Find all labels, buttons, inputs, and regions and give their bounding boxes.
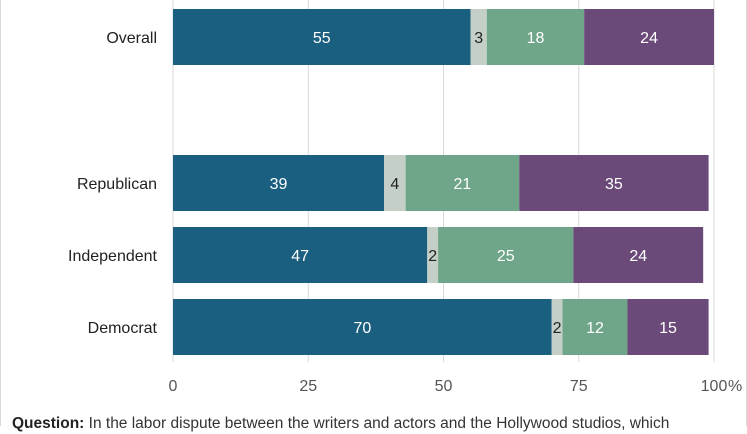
x-tick-label: 75 [570,378,588,395]
category-label: Overall [106,30,157,47]
question-footnote: Question: In the labor dispute between t… [12,414,742,434]
bar-segment [173,299,552,355]
data-label: 15 [659,320,677,337]
data-label: 18 [527,30,545,47]
data-label: 2 [553,320,562,337]
question-text: In the labor dispute between the writers… [84,415,670,432]
question-label: Question: [12,415,85,432]
category-label: Independent [68,248,158,265]
category-label: Democrat [88,320,158,337]
data-label: 25 [497,248,515,265]
category-label: Republican [77,176,157,193]
bar-segment [627,299,709,355]
data-label: 70 [353,320,371,337]
bar-segment [173,155,384,211]
bar-segment [438,227,574,283]
bar-segment [573,227,704,283]
bar-segment [551,299,563,355]
bar-segment [173,9,471,65]
bar-segment [383,155,406,211]
x-tick-label: 100 [701,378,728,395]
bar-segment [519,155,709,211]
bar-segment [470,9,487,65]
bar-segment [405,155,520,211]
data-label: 4 [390,176,399,193]
bar-segment [427,227,439,283]
x-unit-label: % [728,378,742,395]
data-label: 47 [291,248,309,265]
data-label: 2 [428,248,437,265]
bar-segment [562,299,628,355]
x-tick-label: 25 [299,378,317,395]
data-label: 3 [474,30,483,47]
bar-segment [584,9,714,65]
x-tick-label: 0 [169,378,178,395]
x-tick-label: 50 [435,378,453,395]
bar-segment [486,9,585,65]
data-label: 24 [640,30,658,47]
data-label: 24 [629,248,647,265]
data-label: 12 [586,320,604,337]
data-label: 39 [270,176,288,193]
data-label: 21 [454,176,472,193]
left-border [0,0,1,426]
data-label: 55 [313,30,331,47]
data-label: 35 [605,176,623,193]
bar-segment [173,227,428,283]
stacked-bar-chart: Overall 55 3 18 24 Republican 39 4 21 35 Independe… [68,0,742,395]
